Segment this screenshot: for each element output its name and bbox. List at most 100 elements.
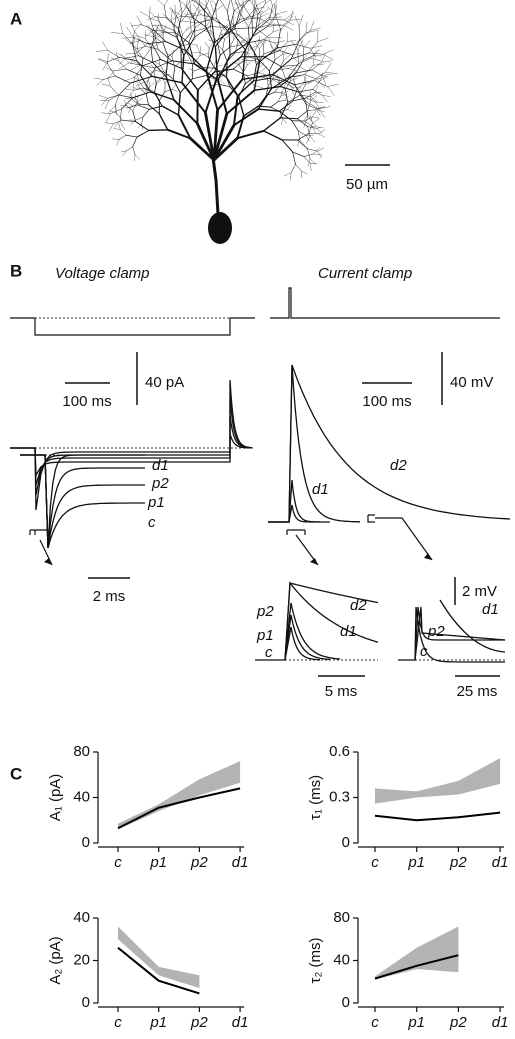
error-band — [118, 926, 200, 989]
dendrite — [296, 64, 308, 72]
dendrite — [197, 2, 200, 12]
dendrite — [164, 77, 168, 84]
dendrite — [243, 71, 246, 85]
dendrite — [279, 102, 289, 119]
dendrite — [253, 77, 270, 82]
dendrite — [162, 13, 172, 21]
dendrite — [153, 65, 156, 74]
trace — [284, 614, 331, 661]
dendrite — [194, 20, 206, 28]
dendrite — [191, 75, 207, 80]
dendrite — [148, 105, 163, 110]
dendrite — [188, 27, 196, 43]
dendrite — [275, 14, 281, 30]
dendrite — [149, 82, 155, 87]
dendrite — [219, 46, 231, 56]
dendrite — [246, 37, 249, 45]
dendrite — [277, 99, 286, 103]
dendrite — [199, 52, 209, 56]
dendrite — [246, 75, 255, 86]
dendrite — [253, 10, 264, 16]
y-tick-label: 0 — [82, 994, 90, 1011]
dendrite — [294, 15, 300, 27]
dendrite — [195, 0, 205, 12]
dendrite — [267, 6, 276, 16]
scale-label: 50 µm — [346, 176, 388, 193]
dendrite — [134, 154, 136, 162]
dendrite — [267, 24, 284, 27]
dendrite — [161, 105, 180, 116]
dendrite — [314, 85, 319, 93]
dendrite — [295, 69, 313, 74]
dendrite — [270, 0, 273, 6]
dendrite — [179, 0, 181, 1]
dendrite — [238, 83, 246, 98]
dendrite — [119, 57, 127, 65]
dendrite — [241, 49, 246, 80]
panel-title: Voltage clamp — [55, 265, 150, 282]
dendrite — [107, 57, 120, 62]
trace — [20, 454, 145, 549]
dendrite — [216, 68, 220, 74]
dendrite — [145, 30, 153, 37]
dendrite — [284, 12, 295, 21]
dendrite — [268, 37, 273, 50]
dendrite — [132, 110, 137, 122]
dendrite — [154, 92, 163, 107]
dendrite — [179, 14, 188, 24]
dendrite — [282, 80, 292, 88]
dendrite — [271, 76, 289, 89]
dendrite — [234, 11, 240, 29]
dendrite — [288, 65, 295, 69]
dendrite — [232, 61, 240, 65]
dendrite — [133, 37, 148, 44]
dendrite — [229, 42, 249, 56]
dendrite — [171, 9, 173, 21]
trace-label: p2 — [256, 603, 274, 620]
dendrite — [153, 32, 163, 37]
dendrite — [132, 102, 138, 112]
dendrite — [212, 136, 239, 162]
dendrite — [275, 11, 288, 15]
dendrite — [164, 5, 167, 19]
dendrite — [115, 112, 123, 121]
dendrite — [249, 56, 260, 61]
dendrite — [174, 60, 183, 67]
dendrite — [306, 136, 311, 144]
dendrite — [310, 96, 318, 103]
trace — [10, 433, 252, 478]
dendrite — [204, 11, 211, 21]
dendrite — [215, 4, 217, 19]
dendrite — [293, 80, 298, 90]
dendrite — [263, 31, 274, 40]
dendrite — [204, 41, 210, 49]
dendrite — [303, 114, 308, 122]
dendrite — [216, 78, 244, 112]
trace — [414, 606, 506, 661]
dendrite — [213, 60, 216, 69]
dendrite — [129, 90, 134, 97]
dendrite — [148, 68, 155, 74]
dendrite — [307, 114, 313, 121]
chart: 0 40 80 c p1 p2 d1 τ₂ (ms) — [307, 909, 508, 1031]
dendrite — [303, 76, 305, 84]
dendrite — [99, 95, 108, 99]
dendrite — [194, 63, 204, 68]
dendrite — [96, 50, 108, 52]
dendrite — [177, 92, 181, 116]
charts: 0 40 80 c p1 p2 d1 A₁ (pA) 0 0.3 0.6 c p1 p2 d1 τ₁ (ms)… — [47, 743, 508, 1031]
dendrite — [118, 57, 137, 61]
dendrite — [211, 0, 216, 5]
scale-label: 100 ms — [362, 393, 411, 410]
dendrite — [145, 38, 152, 49]
x-tick-label: p1 — [149, 854, 167, 871]
dendrite — [234, 44, 238, 53]
dendrite — [253, 61, 261, 92]
dendrite — [133, 87, 144, 91]
dendrite — [248, 43, 261, 63]
x-tick-label: d1 — [492, 1014, 509, 1031]
dendrite — [160, 25, 164, 33]
data-line — [374, 954, 459, 980]
dendrite — [287, 104, 291, 110]
dendrite — [120, 150, 127, 153]
